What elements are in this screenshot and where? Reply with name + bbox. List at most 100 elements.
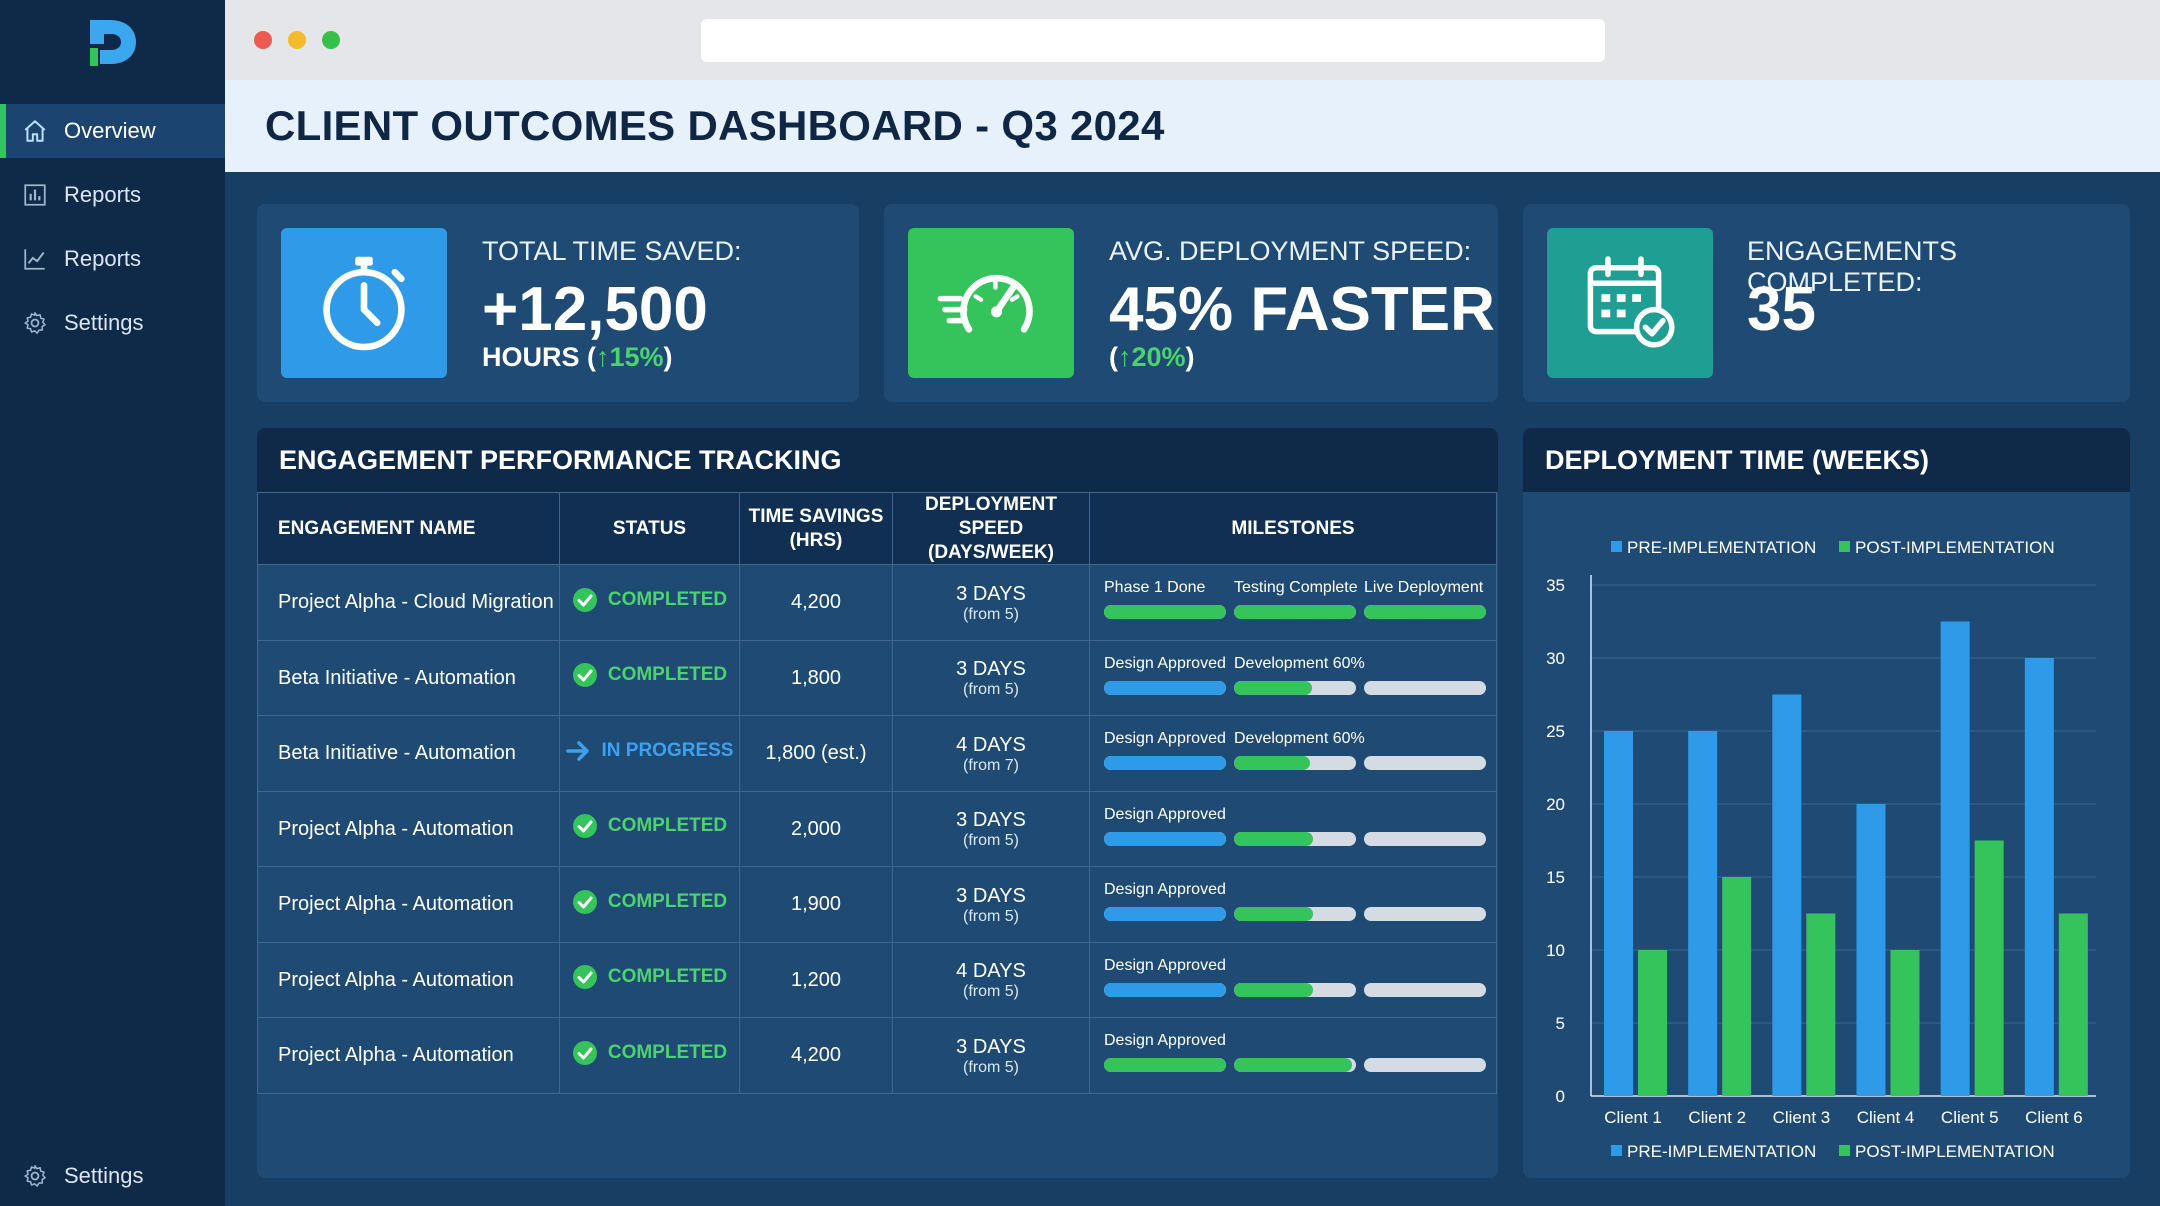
cell-time-savings: 1,800 (est.) <box>739 715 893 792</box>
column-header-milestones[interactable]: MILESTONES <box>1089 491 1497 566</box>
milestone-label: Testing Complete <box>1234 579 1358 597</box>
kpi-sub-suffix: ) <box>1185 342 1195 372</box>
milestone-progress-fill <box>1234 907 1314 922</box>
milestone-progress-bar <box>1234 1058 1356 1073</box>
kpi-card-time-saved: TOTAL TIME SAVED: +12,500 HOURS (↑15%) <box>257 204 859 402</box>
cell-time-savings: 1,900 <box>739 866 893 943</box>
status-text: IN PROGRESS <box>601 739 734 761</box>
milestone-progress-fill <box>1234 982 1314 997</box>
sidebar-item-label: Reports <box>64 182 142 207</box>
bar-chart-icon <box>24 184 46 206</box>
cell-engagement-name: Beta Initiative - Automation <box>257 639 560 717</box>
x-tick-label: Client 6 <box>2025 1108 2083 1127</box>
bar-post-6 <box>2058 913 2088 1096</box>
table-row[interactable]: Project Alpha - Automation COMPLETED 2,000… <box>257 790 1497 868</box>
header-line: (DAYS/WEEK) <box>928 541 1054 563</box>
window-maximize-button[interactable] <box>322 31 340 49</box>
milestone-progress-fill <box>1104 831 1226 846</box>
speed-value: 3 DAYS <box>956 884 1026 907</box>
cell-time-savings: 1,200 <box>739 941 893 1019</box>
legend-label-bottom: PRE-IMPLEMENTATION <box>1627 1142 1816 1161</box>
milestone-progress-fill <box>1104 680 1226 695</box>
y-tick-label: 35 <box>1546 576 1565 595</box>
table-row[interactable]: Project Alpha - Automation COMPLETED 1,200… <box>257 941 1497 1019</box>
status-badge: COMPLETED <box>572 964 727 990</box>
table-row[interactable]: Beta Initiative - Automation COMPLETED 1,8… <box>257 639 1497 717</box>
sidebar-item-reports[interactable]: Reports <box>0 168 225 222</box>
milestone-label: Live Deployment <box>1364 579 1484 597</box>
status-badge: COMPLETED <box>572 813 727 839</box>
legend-label-bottom: POST-IMPLEMENTATION <box>1855 1142 2055 1161</box>
table-row[interactable]: Beta Initiative - Automation IN PROGRESS 1… <box>257 715 1497 792</box>
legend-swatch-top <box>1839 541 1850 552</box>
window-close-button[interactable] <box>254 31 272 49</box>
kpi-sub: HOURS (↑15%) <box>482 342 673 373</box>
legend-label-top: PRE-IMPLEMENTATION <box>1627 538 1816 557</box>
check-circle-icon <box>572 587 597 612</box>
table-row[interactable]: Project Alpha - Automation COMPLETED 1,900… <box>257 866 1497 943</box>
deployment-time-chart: 0 5 10 15 20 25 30 35 Client 1 Client 2 Client 3 Cl… <box>1546 538 2096 1161</box>
milestone-progress-fill <box>1234 680 1313 695</box>
column-header-status[interactable]: STATUS <box>559 491 740 566</box>
milestone-progress-fill <box>1234 756 1310 771</box>
header-line: (HRS) <box>789 529 843 551</box>
kpi-icon-tile <box>1547 228 1713 378</box>
gear-icon <box>24 1164 46 1187</box>
status-badge: COMPLETED <box>572 889 727 915</box>
arrow-right-icon <box>565 740 589 761</box>
cell-milestones: Design Approved Development 60% <box>1089 639 1497 717</box>
y-tick-label: 0 <box>1556 1087 1565 1106</box>
bar-post-4 <box>1890 950 1920 1096</box>
cell-status: COMPLETED <box>559 790 740 868</box>
kpi-change: ↑15% <box>596 342 664 372</box>
kpi-value: +12,500 <box>482 275 708 344</box>
deployment-chart-panel: DEPLOYMENT TIME (WEEKS) 0 5 10 15 20 25 30 35 Cl… <box>1523 428 2130 1178</box>
window-minimize-button[interactable] <box>288 31 306 49</box>
page-header: CLIENT OUTCOMES DASHBOARD - Q3 2024 <box>225 80 2160 172</box>
speed-from: (from 5) <box>963 983 1019 1000</box>
check-circle-icon <box>572 889 597 914</box>
milestone-progress-bar <box>1104 605 1226 620</box>
sidebar-item-settings-bottom[interactable]: Settings <box>0 1149 225 1203</box>
engagement-table-panel: ENGAGEMENT PERFORMANCE TRACKING ENGAGEME… <box>257 428 1498 1178</box>
sidebar-item-settings[interactable]: Settings <box>0 296 225 350</box>
milestone-progress-fill <box>1104 605 1226 620</box>
column-header-name[interactable]: ENGAGEMENT NAME <box>257 491 560 566</box>
cell-engagement-name: Beta Initiative - Automation <box>257 715 560 792</box>
y-tick-label: 20 <box>1546 795 1565 814</box>
check-circle-icon <box>572 965 597 989</box>
y-tick-label: 5 <box>1556 1014 1565 1033</box>
legend-label-top: POST-IMPLEMENTATION <box>1855 538 2055 557</box>
x-tick-label: Client 5 <box>1941 1108 1999 1127</box>
table-row[interactable]: Project Alpha - Cloud Migration COMPLETED… <box>257 564 1497 641</box>
bar-post-3 <box>1806 913 1836 1096</box>
milestone-progress-bar <box>1364 907 1486 922</box>
cell-status: COMPLETED <box>559 564 740 641</box>
milestone-progress-bar <box>1364 756 1486 771</box>
engagement-table: ENGAGEMENT NAME STATUS TIME SAVINGS (HRS)… <box>257 491 1497 1094</box>
address-bar[interactable] <box>701 19 1605 62</box>
milestone-label: Design Approved <box>1104 956 1226 974</box>
sidebar-item-reports-trends[interactable]: Reports <box>0 232 225 286</box>
table-row[interactable]: Project Alpha - Automation COMPLETED 4,200… <box>257 1017 1497 1094</box>
y-tick-label: 10 <box>1546 941 1565 960</box>
speed-value: 3 DAYS <box>956 809 1026 831</box>
column-header-deployment-speed[interactable]: DEPLOYMENT SPEED (DAYS/WEEK) <box>892 491 1090 566</box>
gear-icon <box>24 311 46 334</box>
cell-status: IN PROGRESS <box>559 715 740 792</box>
milestone-progress-bar <box>1364 831 1486 846</box>
kpi-sub-prefix: HOURS ( <box>482 342 596 372</box>
speed-from: (from 5) <box>963 832 1019 849</box>
cell-milestones: Design Approved <box>1089 790 1497 868</box>
speed-from: (from 5) <box>963 605 1019 623</box>
kpi-icon-tile <box>908 228 1074 378</box>
sidebar-item-overview[interactable]: Overview <box>0 104 225 158</box>
column-header-time-savings[interactable]: TIME SAVINGS (HRS) <box>739 491 893 566</box>
milestone-progress-fill <box>1234 831 1314 846</box>
kpi-sub-prefix: ( <box>1109 342 1118 372</box>
y-tick-label: 15 <box>1546 868 1565 887</box>
sidebar-item-label: Reports <box>64 246 142 271</box>
panel-title: ENGAGEMENT PERFORMANCE TRACKING <box>257 428 1498 492</box>
milestone-progress-bar <box>1104 1058 1226 1073</box>
legend-swatch-top <box>1611 541 1622 552</box>
